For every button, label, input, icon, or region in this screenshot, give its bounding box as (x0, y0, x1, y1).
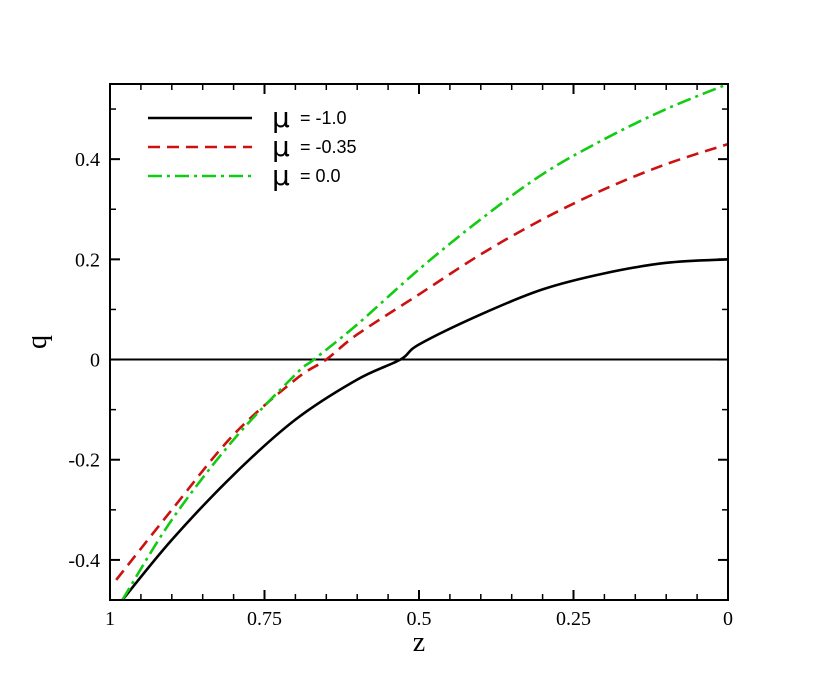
legend-symbol: μ (272, 159, 290, 192)
x-tick-label: 1 (105, 608, 115, 630)
y-tick-label: -0.2 (68, 450, 100, 472)
tick-layer: 1 0.75 0.5 0.25 0 -0.4 -0.2 0 0.2 0.4 (68, 84, 733, 630)
y-tick-label: -0.4 (68, 550, 100, 572)
y-axis-title: q (22, 335, 53, 349)
x-tick-label: 0.5 (407, 608, 432, 630)
legend-value: = 0.0 (300, 166, 341, 186)
x-tick-label: 0 (723, 608, 733, 630)
plot-frame (109, 83, 729, 601)
x-tick-label: 0.75 (247, 608, 282, 630)
series-line-2 (121, 84, 728, 600)
y-tick-label: 0 (90, 350, 100, 372)
series-layer (115, 84, 728, 600)
y-tick-label: 0.2 (75, 249, 100, 271)
x-axis-title: z (413, 627, 425, 658)
legend: μ = -1.0 μ = -0.35 μ = 0.0 (148, 101, 357, 192)
series-line-1 (115, 142, 728, 581)
legend-value: = -1.0 (300, 108, 347, 128)
legend-symbol: μ (272, 101, 290, 134)
legend-symbol: μ (272, 130, 290, 163)
legend-value: = -0.35 (300, 137, 357, 157)
series-line-0 (121, 258, 728, 600)
y-tick-label: 0.4 (75, 149, 100, 171)
x-tick-label: 0.25 (556, 608, 591, 630)
